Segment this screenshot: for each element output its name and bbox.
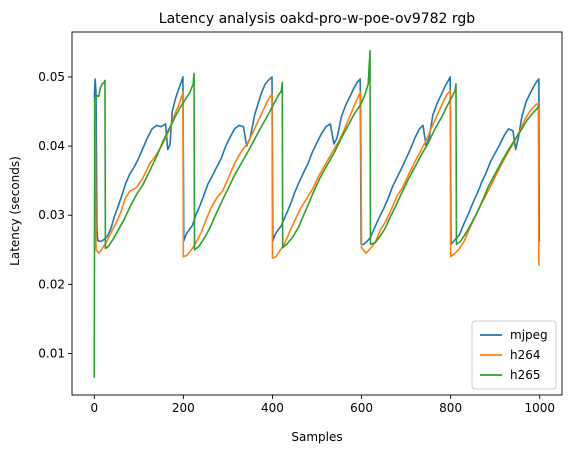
y-tick-label: 0.01	[38, 347, 65, 361]
x-tick-label: 800	[439, 401, 462, 415]
series-line-h264	[93, 89, 540, 266]
x-axis-label: Samples	[291, 430, 342, 444]
x-tick-label: 200	[172, 401, 195, 415]
chart-title: Latency analysis oakd-pro-w-poe-ov9782 r…	[159, 11, 476, 27]
series-line-mjpeg	[93, 76, 541, 246]
legend-label-h265: h265	[510, 368, 541, 382]
legend-box	[471, 320, 557, 390]
legend: mjpeg h264 h265	[471, 320, 557, 390]
legend-label-mjpeg: mjpeg	[510, 328, 548, 342]
axes: 0 200 400 600 800 1000 0.01 0.02 0.03 0.04 0.05	[38, 31, 563, 415]
x-tick-label: 0	[90, 401, 98, 415]
y-tick-label: 0.04	[38, 139, 65, 153]
series-line-h265	[93, 49, 540, 378]
plot-frame	[71, 31, 563, 396]
y-tick-label: 0.05	[38, 70, 65, 84]
y-axis-label: Latency (seconds)	[8, 156, 22, 266]
y-tick-label: 0.03	[38, 208, 65, 222]
plot-lines	[93, 49, 541, 378]
legend-label-h264: h264	[510, 348, 541, 362]
y-tick-label: 0.02	[38, 277, 65, 291]
x-tick-label: 1000	[524, 401, 555, 415]
x-tick-label: 400	[261, 401, 284, 415]
x-tick-label: 600	[350, 401, 373, 415]
